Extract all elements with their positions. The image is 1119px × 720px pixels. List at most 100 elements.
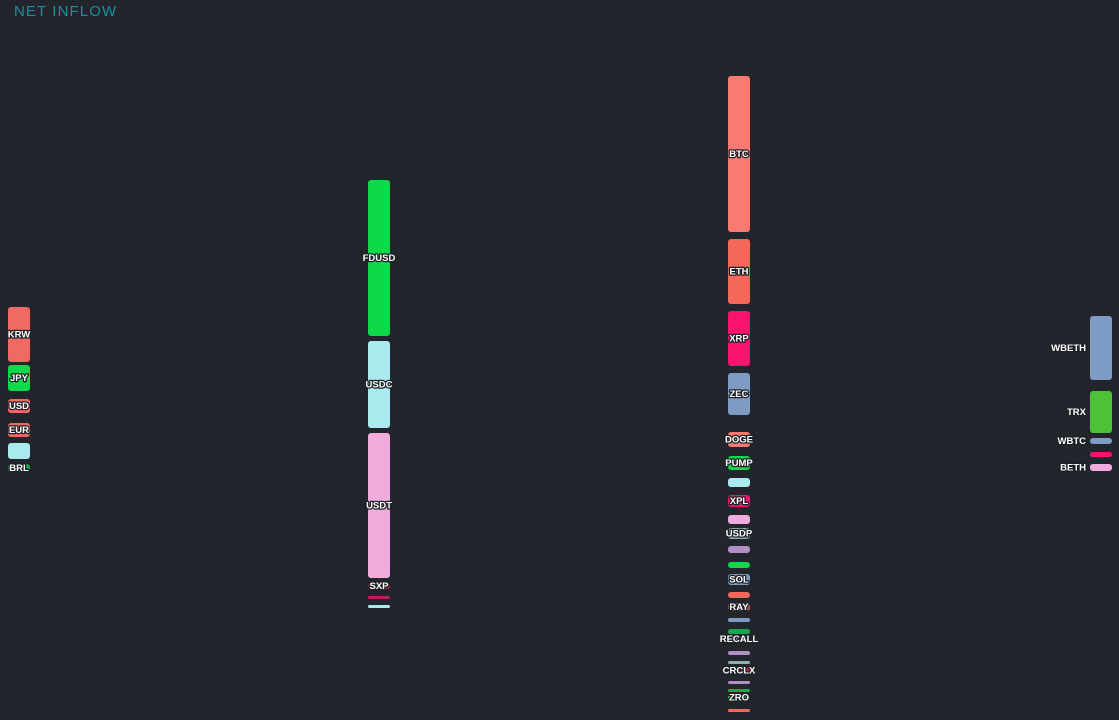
sankey-node-crclx[interactable] (728, 668, 750, 673)
sankey-link[interactable] (390, 568, 728, 597)
sankey-link[interactable] (30, 180, 368, 391)
sankey-node-krw[interactable] (8, 307, 30, 362)
sankey-node-usdp[interactable] (728, 528, 750, 539)
sankey-node-sxp[interactable] (368, 583, 390, 589)
sankey-link[interactable] (390, 556, 728, 568)
sankey-node-unlabeled[interactable] (728, 681, 750, 684)
sankey-link[interactable] (390, 577, 728, 712)
sankey-node-unlabeled[interactable] (1090, 452, 1112, 457)
sankey-link[interactable] (390, 528, 728, 549)
sankey-link[interactable] (390, 76, 728, 298)
sankey-link[interactable] (390, 373, 728, 413)
sankey-node-unlabeled[interactable] (8, 443, 30, 459)
sankey-link[interactable] (390, 568, 728, 684)
sankey-link[interactable] (30, 475, 368, 608)
sankey-link[interactable] (390, 478, 728, 538)
sankey-node-zec[interactable] (728, 373, 750, 415)
sankey-node-unlabeled[interactable] (728, 562, 750, 568)
sankey-node-label: XPL (730, 496, 749, 507)
sankey-node-usd[interactable] (8, 399, 30, 413)
sankey-node-unlabeled[interactable] (728, 478, 750, 487)
sankey-node-unlabeled[interactable] (728, 689, 750, 692)
sankey-node-wbeth[interactable] (1090, 316, 1112, 380)
sankey-link[interactable] (390, 546, 728, 608)
sankey-node-unlabeled[interactable] (728, 515, 750, 524)
sankey-link[interactable] (750, 467, 1090, 535)
sankey-node-usdt[interactable] (368, 433, 390, 578)
sankey-link[interactable] (390, 421, 728, 581)
sankey-link[interactable] (30, 401, 368, 455)
sankey-link[interactable] (750, 86, 1090, 467)
sankey-node-label: BETH (1060, 463, 1086, 474)
sankey-node-unlabeled[interactable] (368, 605, 390, 608)
sankey-node-unlabeled[interactable] (368, 596, 390, 599)
sankey-link[interactable] (750, 388, 1090, 433)
sankey-link[interactable] (390, 562, 728, 587)
sankey-node-unlabeled[interactable] (728, 546, 750, 553)
sankey-node-unlabeled[interactable] (728, 709, 750, 712)
sankey-node-eur[interactable] (8, 423, 30, 437)
sankey-link[interactable] (390, 452, 728, 524)
sankey-node-fdusd[interactable] (368, 180, 390, 336)
sankey-link[interactable] (750, 470, 1090, 567)
sankey-node-unlabeled[interactable] (728, 651, 750, 655)
sankey-link[interactable] (390, 239, 728, 336)
sankey-node-jpy[interactable] (8, 365, 30, 391)
sankey-link[interactable] (390, 194, 728, 320)
sankey-node-doge[interactable] (728, 432, 750, 447)
sankey-link[interactable] (390, 560, 728, 664)
sankey-node-brl[interactable] (8, 464, 30, 472)
sankey-link[interactable] (30, 472, 368, 599)
sankey-node-label: BTC (729, 149, 749, 160)
sankey-node-beth[interactable] (1090, 464, 1112, 471)
sankey-link[interactable] (750, 82, 1090, 456)
sankey-node-unlabeled[interactable] (728, 618, 750, 622)
sankey-node-sol[interactable] (728, 574, 750, 585)
sankey-link[interactable] (390, 311, 728, 400)
sankey-link[interactable] (390, 564, 728, 672)
sankey-node-xpl[interactable] (728, 495, 750, 507)
sankey-link[interactable] (390, 356, 728, 515)
sankey-node-trx[interactable] (1090, 391, 1112, 433)
sankey-node-wbtc[interactable] (1090, 438, 1112, 444)
sankey-node-pump[interactable] (728, 456, 750, 470)
sankey-link[interactable] (390, 556, 728, 654)
sankey-node-usdc[interactable] (368, 341, 390, 428)
sankey-node-recall[interactable] (728, 636, 750, 642)
sankey-node-eth[interactable] (728, 239, 750, 304)
sankey-link[interactable] (750, 78, 1090, 443)
sankey-link[interactable] (750, 243, 1090, 373)
sankey-link[interactable] (390, 551, 728, 641)
sankey-link[interactable] (390, 413, 728, 440)
sankey-link[interactable] (390, 543, 728, 633)
sankey-link[interactable] (390, 571, 728, 692)
sankey-link[interactable] (30, 307, 368, 476)
sankey-node-btc[interactable] (728, 76, 750, 232)
sankey-link[interactable] (390, 456, 728, 529)
sankey-link[interactable] (30, 431, 368, 482)
sankey-link[interactable] (30, 330, 368, 362)
sankey-link[interactable] (390, 573, 728, 622)
sankey-node-unlabeled[interactable] (728, 661, 750, 664)
sankey-link[interactable] (30, 387, 368, 413)
sankey-link[interactable] (30, 318, 368, 431)
sankey-link[interactable] (30, 464, 368, 525)
sankey-node-ray[interactable] (728, 603, 750, 611)
sankey-link[interactable] (30, 469, 368, 586)
sankey-link[interactable] (390, 546, 728, 556)
sankey-link[interactable] (390, 433, 728, 447)
sankey-node-unlabeled[interactable] (728, 629, 750, 634)
sankey-link[interactable] (750, 456, 1090, 503)
sankey-node-xrp[interactable] (728, 311, 750, 366)
sankey-link[interactable] (390, 440, 728, 507)
sankey-link[interactable] (30, 443, 368, 490)
sankey-link[interactable] (30, 350, 368, 387)
sankey-node-unlabeled[interactable] (728, 592, 750, 598)
sankey-link[interactable] (750, 300, 1090, 377)
sankey-link[interactable] (390, 574, 728, 699)
sankey-link[interactable] (390, 256, 728, 355)
sankey-node-zro[interactable] (728, 695, 750, 700)
sankey-link[interactable] (390, 386, 728, 505)
sankey-node-label: BRL (9, 463, 29, 474)
